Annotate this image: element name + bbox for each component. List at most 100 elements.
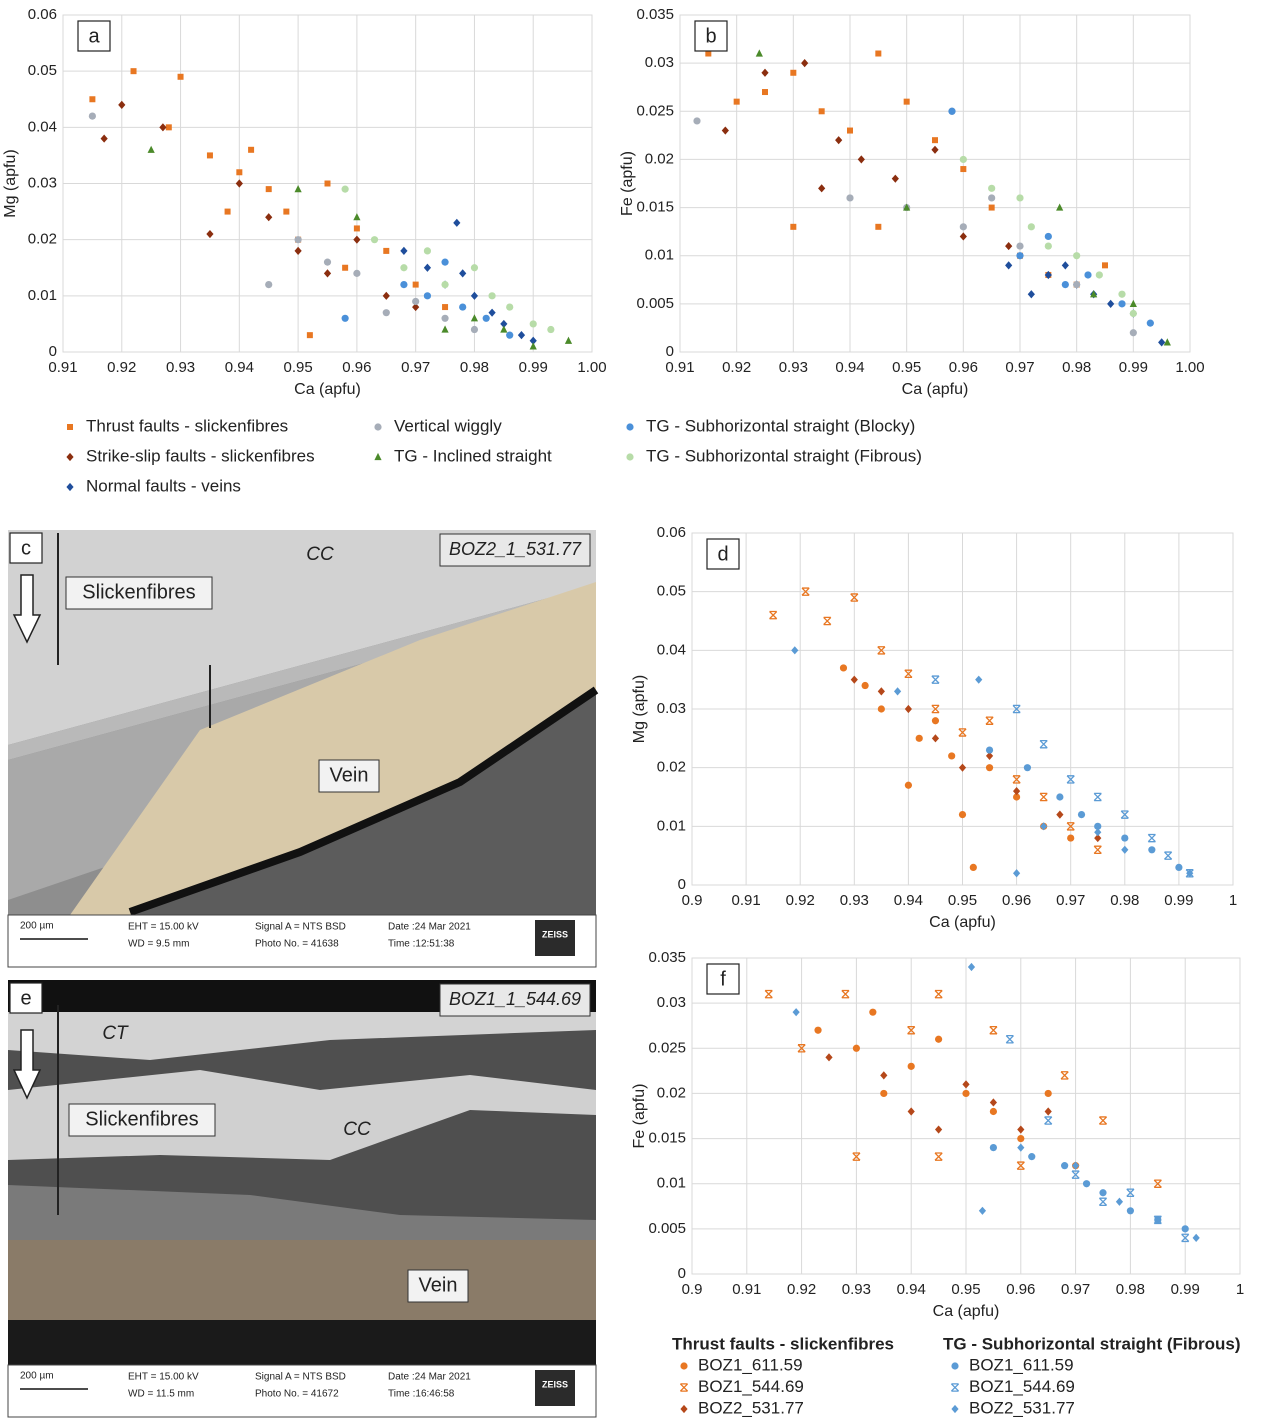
point xyxy=(441,325,449,333)
legend-marker xyxy=(950,1383,960,1392)
point xyxy=(529,336,537,345)
x-tick-label: 0.96 xyxy=(1006,1281,1035,1298)
point xyxy=(962,1080,970,1089)
point xyxy=(960,166,967,173)
y-tick-label: 0.01 xyxy=(645,247,674,264)
point xyxy=(1017,1125,1025,1134)
x-tick-label: 0.94 xyxy=(225,359,254,376)
point xyxy=(1098,1197,1108,1207)
point xyxy=(294,185,302,193)
point xyxy=(1093,792,1102,802)
point xyxy=(1066,775,1075,784)
point xyxy=(1077,811,1086,819)
point xyxy=(1044,232,1052,241)
x-tick-label: 0.93 xyxy=(166,359,195,376)
point xyxy=(1005,241,1013,251)
legend-label: TG - Subhorizontal straight (Fibrous) xyxy=(646,446,922,465)
point xyxy=(547,325,555,334)
point xyxy=(948,752,956,760)
x-tick-label: 0.9 xyxy=(682,1281,703,1298)
point xyxy=(1129,309,1137,318)
point xyxy=(931,734,940,743)
x-tick-label: 0.96 xyxy=(949,359,978,376)
x-tick-label: 0.99 xyxy=(519,359,548,376)
point xyxy=(130,68,137,75)
point xyxy=(825,1053,833,1062)
x-tick-label: 1.00 xyxy=(1175,359,1204,376)
point xyxy=(755,49,763,57)
point xyxy=(265,186,272,193)
point xyxy=(159,123,167,132)
point xyxy=(1181,1233,1190,1243)
legend-marker xyxy=(67,424,73,430)
x-axis-label: Ca (apfu) xyxy=(294,381,361,398)
legend-marker xyxy=(951,1362,959,1370)
point xyxy=(797,1044,806,1053)
point xyxy=(341,314,349,322)
point xyxy=(985,764,994,772)
point xyxy=(1115,1197,1124,1206)
footer-text: WD = 11.5 mm xyxy=(128,1389,194,1400)
point xyxy=(459,269,467,278)
panel-label: d xyxy=(717,543,728,565)
point xyxy=(470,291,479,300)
point xyxy=(1061,261,1069,270)
point xyxy=(1061,1162,1069,1170)
point xyxy=(283,208,290,215)
point xyxy=(382,309,390,317)
point xyxy=(224,208,231,215)
point xyxy=(323,258,332,266)
sample-label: BOZ1_1_544.69 xyxy=(449,989,581,1009)
point xyxy=(248,146,255,153)
point xyxy=(850,675,858,684)
legend-label: BOZ1_544.69 xyxy=(969,1377,1075,1396)
point xyxy=(721,126,729,135)
point xyxy=(165,124,172,131)
point xyxy=(935,1035,943,1043)
logo-box xyxy=(535,1370,575,1406)
point xyxy=(517,331,526,340)
label-box xyxy=(407,1269,469,1303)
y-tick-label: 0.03 xyxy=(657,700,686,717)
point xyxy=(989,1107,998,1116)
point xyxy=(294,236,302,244)
point xyxy=(236,169,243,176)
x-tick-label: 0.91 xyxy=(48,359,77,376)
point xyxy=(1016,242,1024,250)
panel-label: a xyxy=(88,25,100,47)
x-tick-label: 0.98 xyxy=(1116,1281,1145,1298)
point xyxy=(423,292,432,300)
point xyxy=(989,1144,998,1152)
point xyxy=(693,117,701,125)
point xyxy=(934,989,943,999)
point xyxy=(761,68,769,77)
logo-box xyxy=(535,920,575,956)
image-label: Slickenfibres xyxy=(85,1108,198,1130)
point xyxy=(1148,846,1156,854)
y-tick-label: 0.02 xyxy=(28,231,57,248)
point xyxy=(177,73,184,80)
y-tick-label: 0.015 xyxy=(636,199,674,216)
legend-label: TG - Inclined straight xyxy=(394,446,552,465)
image-label: Vein xyxy=(419,1274,458,1296)
point xyxy=(1044,1089,1052,1098)
point xyxy=(265,281,273,289)
x-tick-label: 0.91 xyxy=(731,892,760,909)
y-tick-label: 0.06 xyxy=(28,6,57,23)
point xyxy=(370,236,379,244)
point xyxy=(1107,299,1115,308)
point xyxy=(353,235,361,244)
point xyxy=(442,304,449,311)
legend-marker xyxy=(626,423,634,431)
logo-text: ZEISS xyxy=(542,1379,568,1389)
point xyxy=(506,303,514,311)
x-tick-label: 0.98 xyxy=(1110,892,1139,909)
micrograph-c xyxy=(7,530,599,968)
x-tick-label: 0.91 xyxy=(732,1281,761,1298)
point xyxy=(790,69,797,76)
point xyxy=(1061,281,1069,289)
point xyxy=(1073,281,1081,289)
point xyxy=(989,1098,997,1107)
point xyxy=(1016,252,1024,260)
image-label: Vein xyxy=(330,764,369,786)
